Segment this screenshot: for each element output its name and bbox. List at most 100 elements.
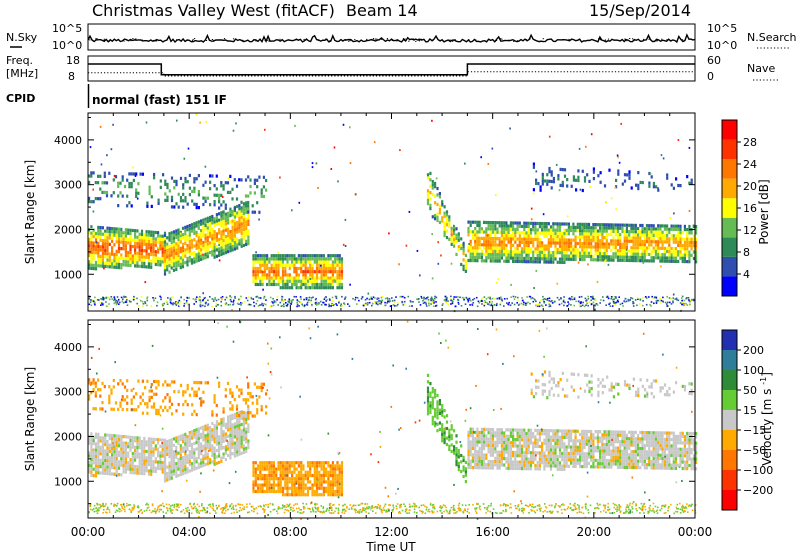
- ground-scatter-cell: [672, 300, 674, 302]
- data-cell: [258, 175, 261, 179]
- ground-scatter-cell: [627, 298, 630, 301]
- data-cell: [213, 427, 216, 431]
- ground-scatter-cell: [592, 295, 594, 298]
- data-cell: [175, 436, 178, 440]
- ground-scatter-cell: [428, 300, 430, 303]
- data-cell: [637, 255, 640, 259]
- ground-scatter-cell: [508, 301, 510, 304]
- data-cell: [92, 474, 95, 478]
- data-cell: [567, 241, 570, 245]
- data-cell: [106, 456, 109, 460]
- data-cell: [487, 243, 490, 247]
- data-cell: [500, 256, 503, 260]
- data-cell: [318, 254, 321, 258]
- data-cell: [340, 273, 344, 277]
- ground-scatter-cell: [689, 299, 692, 302]
- data-cell: [514, 441, 517, 445]
- data-cell: [592, 170, 595, 174]
- data-cell: [514, 454, 517, 458]
- data-cell: [293, 276, 296, 280]
- data-cell: [147, 262, 150, 266]
- speckle-cell: [607, 263, 610, 266]
- data-cell: [111, 456, 114, 460]
- data-cell: [272, 263, 275, 267]
- data-cell: [572, 254, 575, 258]
- ground-scatter-cell: [377, 301, 379, 303]
- data-cell: [150, 204, 153, 208]
- data-cell: [179, 176, 183, 180]
- data-cell: [340, 270, 344, 274]
- data-cell: [181, 258, 185, 262]
- data-cell: [90, 247, 93, 251]
- data-cell: [529, 457, 533, 461]
- data-cell: [215, 461, 218, 465]
- noise-search-dot: [366, 38, 368, 40]
- data-cell: [426, 202, 430, 206]
- ground-scatter-cell: [269, 305, 272, 307]
- data-cell: [129, 260, 132, 264]
- data-cell: [603, 184, 607, 188]
- data-cell: [650, 227, 653, 231]
- data-cell: [281, 286, 285, 290]
- data-cell: [467, 462, 470, 466]
- ground-scatter-cell: [627, 299, 630, 302]
- data-cell: [338, 273, 341, 277]
- data-cell: [124, 467, 127, 471]
- data-cell: [469, 443, 472, 447]
- data-cell: [661, 230, 664, 234]
- data-cell: [505, 234, 508, 238]
- data-cell: [101, 255, 104, 259]
- ground-scatter-cell: [582, 301, 584, 304]
- data-cell: [166, 186, 169, 190]
- data-cell: [163, 466, 167, 470]
- data-cell: [202, 247, 205, 251]
- data-cell: [625, 236, 628, 240]
- data-cell: [166, 252, 169, 256]
- ground-scatter-cell: [578, 296, 581, 298]
- data-cell: [587, 235, 591, 239]
- data-cell: [476, 440, 479, 444]
- data-cell: [245, 239, 248, 243]
- data-cell: [177, 228, 180, 232]
- data-cell: [288, 254, 291, 258]
- data-cell: [97, 245, 100, 249]
- data-cell: [204, 196, 207, 200]
- data-cell: [175, 267, 178, 271]
- ground-scatter-cell: [558, 303, 561, 306]
- data-cell: [674, 253, 678, 257]
- data-cell: [127, 441, 130, 446]
- data-cell: [527, 247, 530, 251]
- data-cell: [170, 231, 173, 235]
- data-cell: [563, 260, 566, 264]
- data-cell: [147, 230, 150, 234]
- data-cell: [211, 431, 214, 435]
- data-cell: [117, 437, 121, 441]
- data-cell: [218, 212, 221, 216]
- ground-scatter-cell: [683, 299, 686, 302]
- data-cell: [634, 227, 637, 231]
- data-cell: [229, 424, 232, 428]
- data-cell: [113, 443, 116, 447]
- ground-scatter-cell: [146, 304, 148, 307]
- data-cell: [623, 239, 626, 243]
- data-cell: [509, 253, 512, 257]
- data-cell: [558, 257, 562, 261]
- data-cell: [599, 248, 602, 252]
- data-cell: [145, 239, 148, 243]
- ground-scatter-cell: [348, 305, 351, 307]
- ground-scatter-cell: [503, 305, 505, 307]
- speckle-cell: [373, 141, 376, 144]
- data-cell: [90, 231, 93, 235]
- data-cell: [240, 241, 243, 245]
- ground-scatter-cell: [546, 297, 549, 300]
- data-cell: [637, 233, 640, 237]
- data-cell: [565, 222, 568, 226]
- data-cell: [480, 243, 483, 247]
- data-cell: [549, 234, 553, 239]
- data-cell: [505, 230, 508, 235]
- data-cell: [172, 437, 176, 441]
- data-cell: [154, 447, 157, 451]
- data-cell: [674, 237, 678, 241]
- data-cell: [120, 263, 123, 267]
- speckle-cell: [199, 121, 201, 124]
